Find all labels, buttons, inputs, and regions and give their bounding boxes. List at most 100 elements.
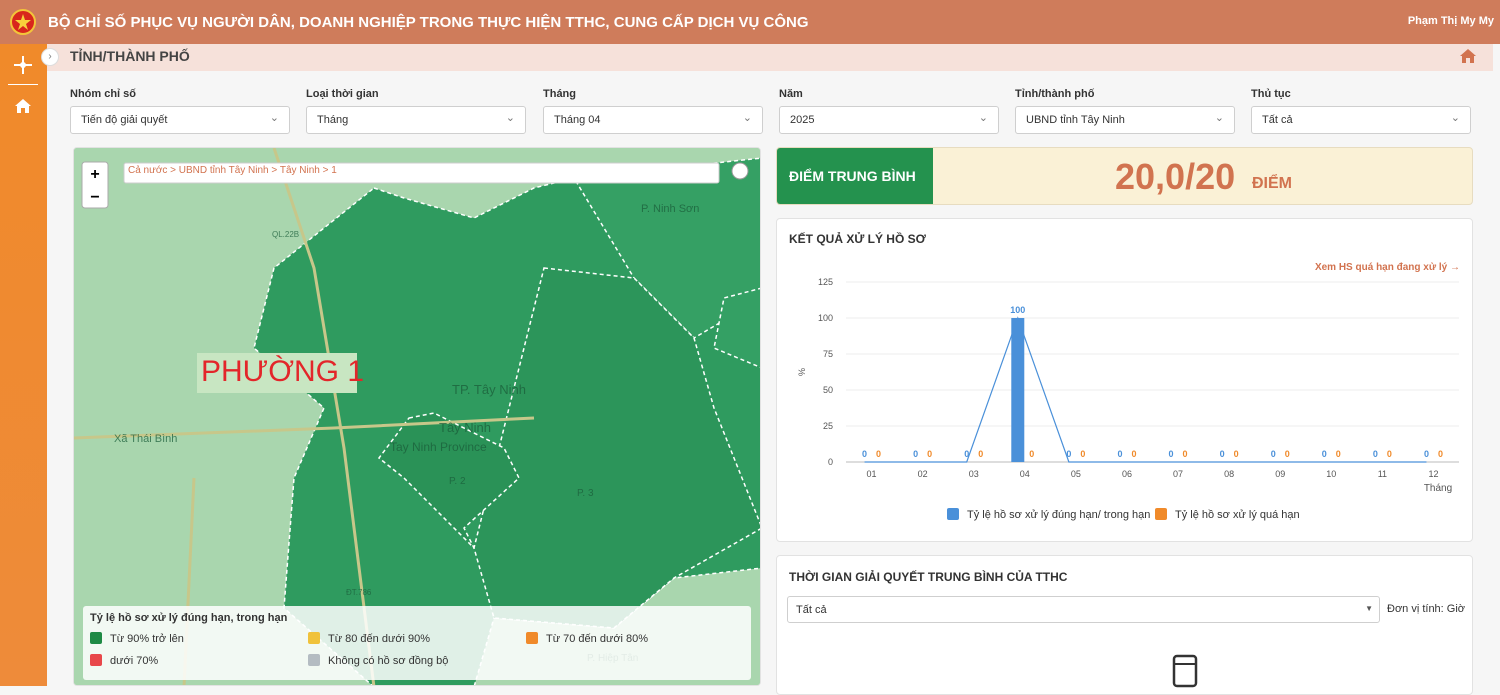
value-label: 0	[1220, 449, 1225, 459]
x-tick-label: 10	[1326, 469, 1336, 479]
value-label: 0	[876, 449, 881, 459]
map-legend: Tỷ lệ hồ sơ xử lý đúng hạn, trong hạn Từ…	[83, 606, 751, 680]
empty-icon	[1172, 654, 1198, 688]
filter-value: Tiến độ giải quyết	[81, 114, 168, 126]
y-tick-label: 50	[823, 385, 833, 395]
filter-select[interactable]: Tháng 04	[543, 106, 763, 134]
x-tick-label: 08	[1224, 469, 1234, 479]
map-panel: + − Cả nước > UBND tỉnh Tây Ninh > Tây N…	[73, 147, 761, 686]
filter-select[interactable]: UBND tỉnh Tây Ninh	[1015, 106, 1235, 134]
x-tick-label: 04	[1020, 469, 1030, 479]
legend-swatch	[1155, 508, 1167, 520]
value-label: 0	[1387, 449, 1392, 459]
filter-value: Tháng	[317, 114, 349, 126]
legend-item: Không có hồ sơ đồng bộ	[308, 654, 448, 667]
legend-swatch	[90, 632, 102, 644]
x-tick-label: 02	[918, 469, 928, 479]
place-label: QL.22B	[272, 230, 300, 239]
zoom-out[interactable]: −	[90, 189, 99, 206]
x-tick-label: 05	[1071, 469, 1081, 479]
home-icon[interactable]	[14, 98, 32, 114]
time-card: THỜI GIAN GIẢI QUYẾT TRUNG BÌNH CỦA TTHC…	[776, 555, 1473, 695]
value-label: 0	[1169, 449, 1174, 459]
score-value: 20,0/20	[1115, 156, 1236, 197]
series-line	[864, 316, 1427, 463]
legend-swatch	[526, 632, 538, 644]
legend-swatch	[308, 632, 320, 644]
filter-label: Tỉnh/thành phố	[1015, 88, 1095, 100]
highlight-label: PHƯỜNG 1	[201, 355, 365, 388]
map: + −	[74, 148, 760, 685]
chart-title: KẾT QUẢ XỬ LÝ HỒ SƠ	[789, 231, 927, 246]
legend-text: Từ 80 đến dưới 90%	[328, 633, 431, 645]
y-tick-label: 100	[818, 313, 833, 323]
zoom-in[interactable]: +	[90, 166, 99, 183]
unit: Đơn vị tính: Giờ	[1387, 603, 1466, 615]
legend-item: Từ 70 đến dưới 80%	[526, 632, 648, 645]
filter-select[interactable]: Tháng	[306, 106, 526, 134]
x-tick-label: 11	[1378, 469, 1387, 479]
time-select[interactable]: Tất cả ▼	[787, 596, 1380, 623]
user-name[interactable]: Phạm Thị My My	[1407, 15, 1494, 27]
page-title: TỈNH/THÀNH PHỐ	[70, 48, 190, 64]
value-label: 0	[1131, 449, 1136, 459]
value-label: 0	[1271, 449, 1276, 459]
filter-select[interactable]: Tất cả	[1251, 106, 1471, 134]
legend-text: Từ 70 đến dưới 80%	[546, 633, 649, 645]
legend-item: Từ 80 đến dưới 90%	[308, 632, 430, 645]
value-label: 0	[978, 449, 983, 459]
value-label: 0	[1066, 449, 1071, 459]
legend-swatch	[947, 508, 959, 520]
score-unit: ĐIỂM	[1252, 175, 1292, 192]
filter-value: 2025	[790, 114, 815, 126]
place-label: Tay Ninh Province	[390, 440, 487, 454]
value-label: 0	[1117, 449, 1122, 459]
toggle[interactable]: ›	[41, 48, 59, 66]
legend-text: Tỷ lệ hồ sơ xử lý quá hạn	[1175, 509, 1300, 521]
value-label: 0	[1336, 449, 1341, 459]
chart: KẾT QUẢ XỬ LÝ HỒ SƠ Xem HS quá hạn đang x…	[789, 231, 1460, 521]
legend-item: dưới 70%	[90, 654, 158, 667]
breadcrumb[interactable]: Cả nước > UBND tỉnh Tây Ninh > Tây Ninh …	[128, 165, 337, 176]
page-title-bar: › TỈNH/THÀNH PHỐ	[41, 44, 1493, 71]
time-select-value: Tất cả	[796, 604, 827, 616]
value-label: 0	[1438, 449, 1443, 459]
y-tick-label: 0	[828, 457, 833, 467]
home-icon[interactable]	[1459, 48, 1477, 64]
value-label: 100	[1010, 305, 1025, 315]
y-tick-label: 75	[823, 349, 833, 359]
place-label: P. 3	[577, 488, 594, 499]
emblem	[10, 9, 36, 35]
place-label: TP. Tây Ninh	[452, 382, 526, 397]
value-label: 0	[862, 449, 867, 459]
place-label: P. 2	[449, 476, 466, 487]
filter-label: Nhóm chỉ số	[70, 88, 137, 100]
filter-select[interactable]: 2025	[779, 106, 999, 134]
menu-icon[interactable]	[12, 54, 34, 76]
value-label: 0	[1373, 449, 1378, 459]
bar	[1011, 318, 1025, 462]
legend-text: dưới 70%	[110, 655, 159, 667]
filter-label: Tháng	[543, 88, 576, 100]
value-label: 0	[1029, 449, 1034, 459]
legend-text: Từ 90% trở lên	[110, 633, 184, 645]
value-label: 0	[1424, 449, 1429, 459]
score-label: ĐIỂM TRUNG BÌNH	[789, 168, 916, 184]
value-label: 0	[1080, 449, 1085, 459]
sidebar	[0, 44, 47, 686]
filter-select[interactable]: Tiến độ giải quyết	[70, 106, 290, 134]
x-tick-label: 07	[1173, 469, 1183, 479]
legend-title: Tỷ lệ hồ sơ xử lý đúng hạn, trong hạn	[90, 612, 288, 624]
x-tick-label: 03	[969, 469, 979, 479]
value-label: 0	[927, 449, 932, 459]
x-tick-label: 06	[1122, 469, 1132, 479]
place-label: Xã Thái Bình	[114, 433, 178, 445]
filter-label: Loại thời gian	[306, 88, 379, 100]
legend-swatch	[308, 654, 320, 666]
filter-label: Thủ tục	[1251, 88, 1291, 100]
legend-item: Từ 90% trở lên	[90, 632, 184, 645]
y-tick-label: 125	[818, 277, 833, 287]
filter-value: Tháng 04	[554, 114, 601, 126]
chart-link[interactable]: Xem HS quá hạn đang xử lý →	[1315, 262, 1460, 273]
value-label: 0	[1285, 449, 1290, 459]
